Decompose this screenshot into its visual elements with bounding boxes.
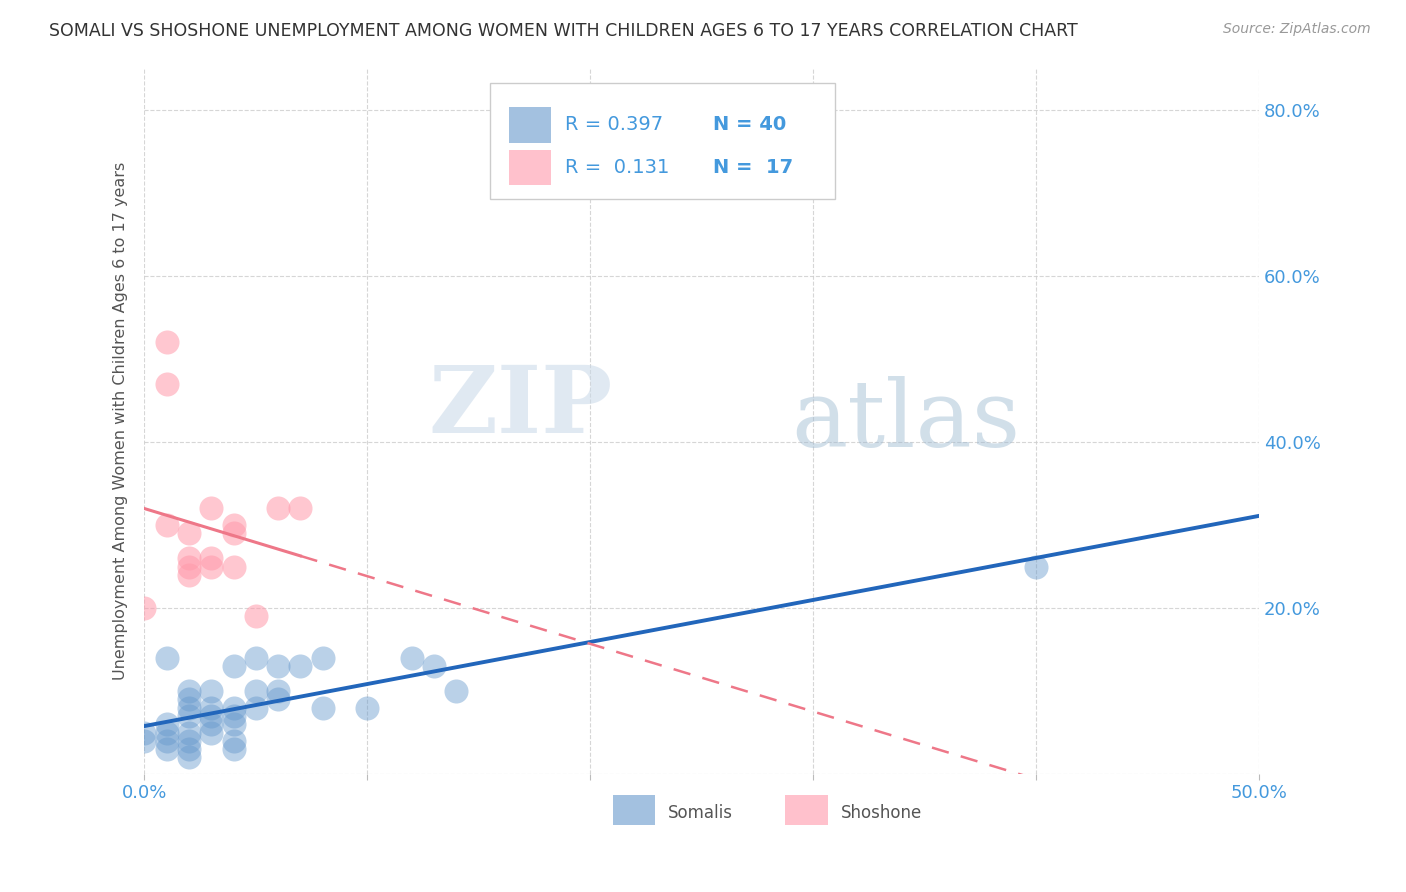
Point xyxy=(177,709,200,723)
Point xyxy=(267,659,290,673)
Point xyxy=(267,501,290,516)
Text: N = 40: N = 40 xyxy=(713,115,786,135)
Point xyxy=(290,659,312,673)
Point xyxy=(222,700,245,714)
Point xyxy=(312,650,335,665)
Text: R = 0.397: R = 0.397 xyxy=(565,115,662,135)
Text: R =  0.131: R = 0.131 xyxy=(565,158,669,177)
Point xyxy=(245,609,267,624)
Point xyxy=(200,709,222,723)
Point xyxy=(177,725,200,739)
Point xyxy=(177,750,200,764)
Point xyxy=(156,725,179,739)
Y-axis label: Unemployment Among Women with Children Ages 6 to 17 years: Unemployment Among Women with Children A… xyxy=(114,162,128,681)
Text: Shoshone: Shoshone xyxy=(841,804,922,822)
Point xyxy=(134,734,156,748)
Point xyxy=(156,376,179,391)
Point xyxy=(200,717,222,731)
FancyBboxPatch shape xyxy=(786,795,828,825)
Point xyxy=(177,734,200,748)
Point xyxy=(200,725,222,739)
Point xyxy=(222,742,245,756)
Point xyxy=(312,700,335,714)
FancyBboxPatch shape xyxy=(613,795,655,825)
Point xyxy=(222,526,245,541)
Text: N =  17: N = 17 xyxy=(713,158,793,177)
Point xyxy=(290,501,312,516)
Point xyxy=(222,717,245,731)
Point xyxy=(177,551,200,566)
Text: SOMALI VS SHOSHONE UNEMPLOYMENT AMONG WOMEN WITH CHILDREN AGES 6 TO 17 YEARS COR: SOMALI VS SHOSHONE UNEMPLOYMENT AMONG WO… xyxy=(49,22,1078,40)
Text: Somalis: Somalis xyxy=(668,804,734,822)
Point xyxy=(222,734,245,748)
Point xyxy=(200,700,222,714)
Point xyxy=(156,742,179,756)
Point xyxy=(267,684,290,698)
Point xyxy=(200,501,222,516)
Point xyxy=(222,709,245,723)
Point xyxy=(356,700,378,714)
Point xyxy=(134,725,156,739)
Point xyxy=(156,734,179,748)
Point xyxy=(177,700,200,714)
FancyBboxPatch shape xyxy=(509,150,551,185)
Point xyxy=(401,650,423,665)
Point xyxy=(156,717,179,731)
Point xyxy=(222,559,245,574)
Point xyxy=(245,684,267,698)
Point xyxy=(446,684,468,698)
Point xyxy=(200,551,222,566)
Point xyxy=(423,659,446,673)
Point xyxy=(177,559,200,574)
Point xyxy=(267,692,290,706)
Point xyxy=(156,335,179,350)
Point xyxy=(177,526,200,541)
Text: atlas: atlas xyxy=(790,376,1021,467)
Point xyxy=(222,518,245,533)
Point xyxy=(177,567,200,582)
Text: Source: ZipAtlas.com: Source: ZipAtlas.com xyxy=(1223,22,1371,37)
Text: ZIP: ZIP xyxy=(429,362,613,452)
Point xyxy=(222,659,245,673)
Point xyxy=(156,650,179,665)
Point xyxy=(200,684,222,698)
Point xyxy=(177,742,200,756)
Point xyxy=(177,684,200,698)
Point xyxy=(200,559,222,574)
Point xyxy=(177,692,200,706)
Point xyxy=(245,650,267,665)
FancyBboxPatch shape xyxy=(509,107,551,143)
FancyBboxPatch shape xyxy=(489,83,835,199)
Point xyxy=(134,601,156,615)
Point xyxy=(1025,559,1047,574)
Point xyxy=(245,700,267,714)
Point xyxy=(156,518,179,533)
